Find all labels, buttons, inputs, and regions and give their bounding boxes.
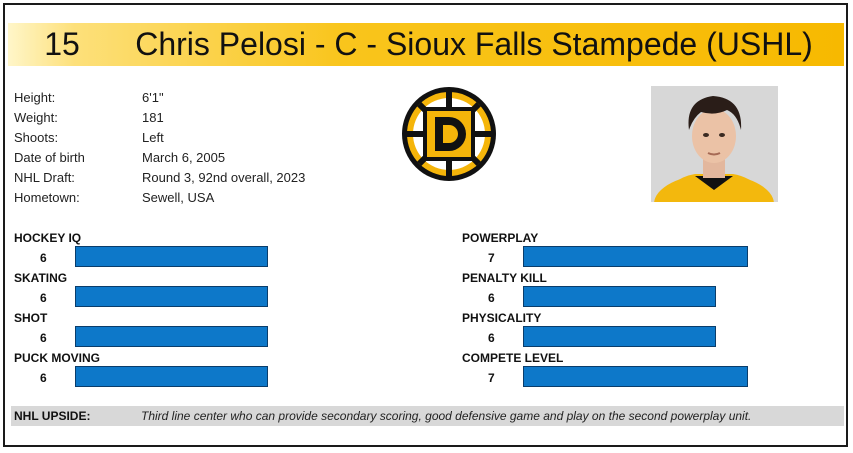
info-row: Weight: 181: [14, 108, 305, 128]
skill-skating: SKATING 6: [14, 271, 314, 311]
skill-value: 6: [40, 251, 47, 265]
info-row: Date of birth March 6, 2005: [14, 148, 305, 168]
info-row: Shoots: Left: [14, 128, 305, 148]
skill-bar: [523, 246, 748, 267]
player-info: Height: 6'1" Weight: 181 Shoots: Left Da…: [14, 88, 305, 208]
skill-compete-level: COMPETE LEVEL 7: [462, 351, 762, 391]
skill-puck-moving: PUCK MOVING 6: [14, 351, 314, 391]
skill-name: PHYSICALITY: [462, 311, 542, 325]
info-label: Height:: [14, 90, 56, 105]
jersey-number: 15: [44, 26, 80, 62]
skill-shot: SHOT 6: [14, 311, 314, 351]
skill-bar: [75, 246, 268, 267]
skill-bar: [75, 326, 268, 347]
skill-bar: [75, 366, 268, 387]
info-value: Round 3, 92nd overall, 2023: [142, 170, 306, 185]
skill-powerplay: POWERPLAY 7: [462, 231, 762, 271]
skill-name: SKATING: [14, 271, 68, 285]
skill-physicality: PHYSICALITY 6: [462, 311, 762, 351]
skill-name: SHOT: [14, 311, 48, 325]
skill-name: COMPETE LEVEL: [462, 351, 564, 365]
skill-bar: [523, 286, 716, 307]
header-banner: 15 Chris Pelosi - C - Sioux Falls Stampe…: [8, 23, 844, 66]
skill-value: 7: [488, 371, 495, 385]
info-row: Height: 6'1": [14, 88, 305, 108]
skill-bar: [523, 326, 716, 347]
info-label: Shoots:: [14, 130, 59, 145]
skill-name: PENALTY KILL: [462, 271, 547, 285]
skill-name: POWERPLAY: [462, 231, 539, 245]
team-logo: [402, 87, 496, 181]
upside-text: Third line center who can provide second…: [141, 409, 752, 423]
info-value: Sewell, USA: [142, 190, 215, 205]
skill-value: 7: [488, 251, 495, 265]
skill-name: HOCKEY IQ: [14, 231, 82, 245]
info-value: 181: [142, 110, 164, 125]
player-title: Chris Pelosi - C - Sioux Falls Stampede …: [135, 26, 813, 62]
skill-hockey-iq: HOCKEY IQ 6: [14, 231, 314, 271]
skill-penalty-kill: PENALTY KILL 6: [462, 271, 762, 311]
skill-name: PUCK MOVING: [14, 351, 101, 365]
info-value: March 6, 2005: [142, 150, 226, 165]
skill-value: 6: [40, 371, 47, 385]
info-row: Hometown: Sewell, USA: [14, 188, 305, 208]
skill-value: 6: [488, 291, 495, 305]
player-photo: [651, 86, 778, 202]
info-label: Date of birth: [14, 150, 85, 165]
info-value: Left: [142, 130, 164, 145]
logo-d-counter: [443, 125, 458, 143]
info-row: NHL Draft: Round 3, 92nd overall, 2023: [14, 168, 305, 188]
skill-value: 6: [40, 291, 47, 305]
skill-value: 6: [488, 331, 495, 345]
info-label: NHL Draft:: [14, 170, 75, 185]
info-label: Weight:: [14, 110, 58, 125]
nhl-upside: NHL UPSIDE: Third line center who can pr…: [11, 406, 844, 426]
info-value: 6'1": [142, 90, 164, 105]
skill-bar: [523, 366, 748, 387]
skill-bar: [75, 286, 268, 307]
upside-label: NHL UPSIDE:: [14, 409, 91, 423]
skill-value: 6: [40, 331, 47, 345]
info-label: Hometown:: [14, 190, 80, 205]
